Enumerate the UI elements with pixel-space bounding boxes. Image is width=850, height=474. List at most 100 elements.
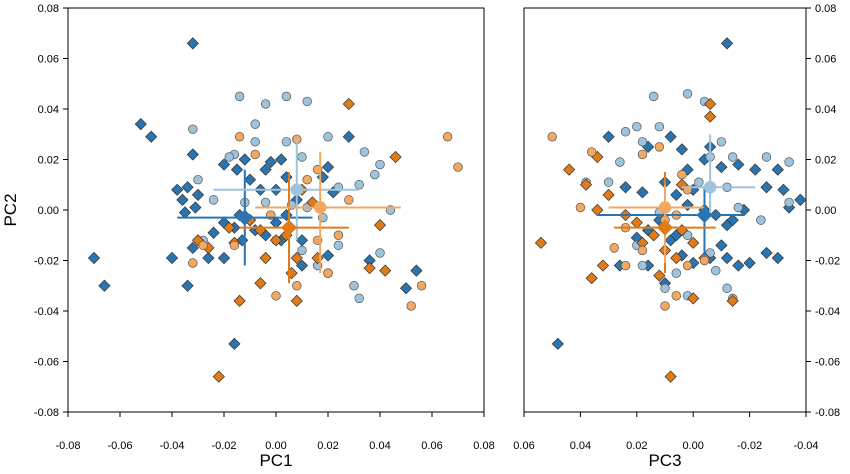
left-series-4-point <box>250 149 260 160</box>
right-series-4-point <box>699 255 710 266</box>
right-series-1-point <box>675 143 689 156</box>
left-series-2-point <box>349 281 359 291</box>
right-series-1-point <box>715 239 728 252</box>
right-series-1-point <box>664 130 677 143</box>
left-series-1-point <box>280 208 293 222</box>
left-series-1-point <box>181 181 194 194</box>
right-series-1-point <box>760 181 773 194</box>
left-series-2-point <box>224 152 234 162</box>
right-y-tick-label: -0.06 <box>815 357 840 369</box>
left-series-1-point <box>321 160 335 174</box>
right-series-3-point <box>534 236 548 249</box>
right-x-axis-title: PC3 <box>648 451 681 470</box>
left-series-1-point <box>134 118 147 131</box>
right-y-tick-label: 0.06 <box>815 54 836 66</box>
left-y-tick-label: 0.02 <box>38 155 59 167</box>
right-y-tick-label: -0.08 <box>815 407 840 419</box>
left-x-tick-label: 0.06 <box>421 440 442 452</box>
left-y-tick-label: -0.06 <box>34 357 59 369</box>
left-series-2-point <box>250 137 260 147</box>
right-series-1-point <box>636 186 649 199</box>
left-series-1-point <box>186 37 199 50</box>
left-series-1-point <box>230 163 244 176</box>
left-series-2-point <box>354 180 364 190</box>
left-series-3-point <box>290 294 303 307</box>
left-series-4-point <box>292 281 302 291</box>
left-series-1-point <box>176 193 189 206</box>
left-series-1-point <box>295 234 309 247</box>
right-series-2-point <box>694 177 704 187</box>
left-x-tick-label: -0.06 <box>107 440 132 452</box>
left-series-3-point <box>254 277 267 290</box>
right-series-2-point <box>682 230 693 240</box>
left-series-1-point <box>264 155 277 169</box>
right-series-4-point <box>671 291 681 301</box>
left-series-4-point <box>198 240 208 251</box>
right-y-tick-label: -0.04 <box>815 306 840 318</box>
left-series-2-point <box>260 99 271 109</box>
left-series-4-point <box>442 132 453 142</box>
right-series-3-point <box>591 203 604 217</box>
left-series-1-point <box>238 153 251 166</box>
right-series-4-point <box>609 243 619 253</box>
right-series-2-point <box>784 197 794 208</box>
right-panel: 0.06 0.04 0.02 0.00 -0.02 -0.04 -0.08 -0.06 -0.0… <box>513 3 840 470</box>
left-series-2-point <box>193 174 203 185</box>
right-series-3-point <box>630 216 643 229</box>
left-series-1-point <box>295 259 309 272</box>
right-series-1-point <box>732 259 745 272</box>
right-data-marks <box>534 37 807 383</box>
left-series-3-point <box>223 221 236 234</box>
right-series-2-point <box>705 248 715 258</box>
right-series-3-point <box>687 292 700 305</box>
left-series-4-point <box>188 258 198 268</box>
left-series-2-point <box>297 245 307 256</box>
left-series-1-point <box>186 241 199 254</box>
left-series-2-point <box>375 248 385 258</box>
left-series-3-point <box>212 370 225 383</box>
left-series-2-point <box>208 195 219 205</box>
left-series-1-point <box>275 153 288 166</box>
right-series-4-point <box>575 202 586 213</box>
left-series-4-point <box>406 301 416 311</box>
left-y-tick-label: 0.00 <box>38 205 59 217</box>
left-series-2-point <box>359 147 370 157</box>
left-centroid-1-marker <box>236 209 253 226</box>
right-x-tick-label: -0.04 <box>793 440 818 452</box>
right-series-1-point <box>551 337 564 350</box>
right-series-4-point <box>586 147 597 157</box>
right-x-tick-label: 0.02 <box>626 440 647 452</box>
right-series-1-point <box>687 256 700 270</box>
right-series-1-point <box>670 188 683 201</box>
left-plot-frame <box>67 7 485 413</box>
left-series-4-point <box>416 281 427 291</box>
right-series-1-point <box>760 246 773 260</box>
right-x-tick-label: 0.06 <box>513 440 534 452</box>
left-x-tick-label: 0.00 <box>265 440 286 452</box>
left-series-1-point <box>259 163 272 176</box>
left-series-2-point <box>188 124 198 134</box>
left-series-4-point <box>344 195 354 205</box>
left-series-1-point <box>145 130 158 143</box>
right-centroid-3-marker <box>657 219 673 236</box>
left-centroid-2-marker <box>290 183 304 197</box>
left-series-4-point <box>302 174 312 185</box>
left-series-3-point <box>363 261 376 275</box>
right-series-3-point <box>602 188 615 201</box>
left-series-3-point <box>269 234 283 247</box>
right-series-1-point <box>720 37 734 50</box>
left-series-1-point <box>171 183 184 196</box>
right-series-4-point <box>547 132 557 142</box>
right-series-1-point <box>794 193 807 206</box>
right-series-2-point <box>711 265 721 276</box>
left-centroid-4-marker <box>313 201 327 214</box>
right-series-3-point <box>647 229 660 242</box>
left-series-1-point <box>399 282 413 295</box>
right-series-1-point <box>720 251 734 265</box>
left-series-4-point <box>271 291 281 301</box>
left-series-1-point <box>87 251 101 265</box>
left-data-marks <box>87 37 463 383</box>
left-series-1-point <box>280 171 293 184</box>
left-series-3-point <box>373 219 387 232</box>
right-series-3-point <box>704 97 717 111</box>
